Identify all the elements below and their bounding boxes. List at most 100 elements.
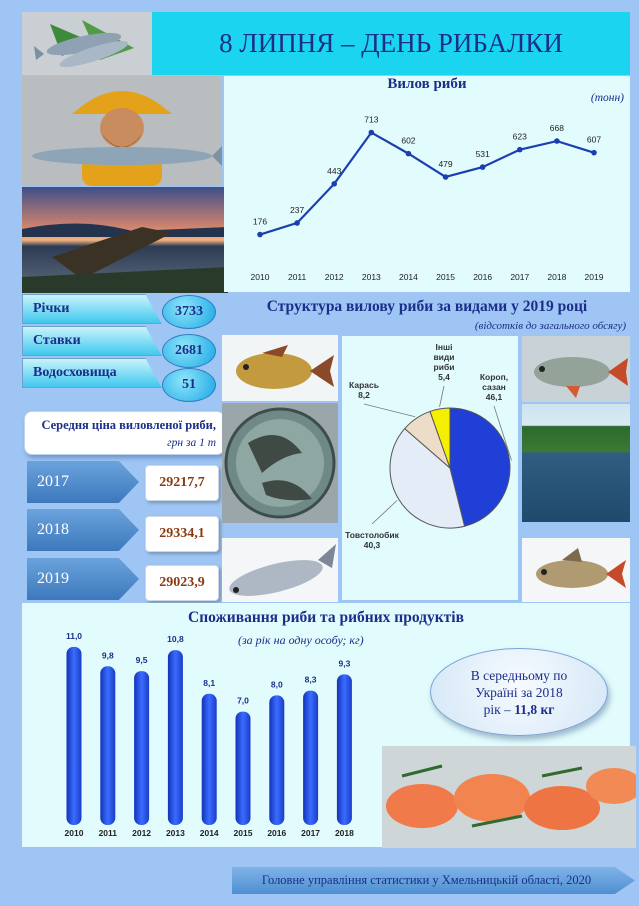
catch-x-tick-label: 2013: [362, 272, 381, 282]
catch-data-label: 602: [401, 136, 415, 146]
water-value-ponds: 2681: [162, 334, 216, 368]
catch-x-tick-label: 2014: [399, 272, 418, 282]
price-value-2017: 29217,7: [145, 465, 219, 501]
catch-data-label: 443: [327, 166, 341, 176]
catch-point: [257, 231, 263, 238]
consumption-data-label: 7,0: [237, 696, 249, 706]
average-price-box: Середня ціна виловленої риби, грн за 1 т: [24, 411, 225, 455]
catch-point: [331, 181, 338, 187]
consumption-bar: [303, 690, 319, 825]
carp-plate-icon: [224, 407, 336, 519]
ukraine-note-line1: В середньому по: [470, 667, 568, 683]
catch-x-tick-label: 2019: [585, 272, 604, 282]
lake-sunset-image: [22, 187, 228, 293]
catch-line-chart: 176 2010 237 2011 443 2012 713 2013 602 2014 479 20…: [251, 115, 604, 282]
catch-data-label: 668: [550, 123, 564, 133]
pie-slice-label: 40,3: [364, 540, 381, 550]
water-label-reservoirs: Водосховища: [33, 365, 117, 380]
catch-x-tick-label: 2016: [473, 272, 492, 282]
catch-point: [591, 149, 597, 156]
structure-chart-title: Структура вилову риби за видами у 2019 р…: [266, 298, 588, 315]
structure-header-panel: Структура вилову риби за видами у 2019 р…: [224, 293, 630, 335]
consumption-bar: [269, 695, 285, 825]
water-label-ponds: Ставки: [33, 333, 81, 348]
pie-slice-label: Карась: [349, 380, 379, 390]
catch-point: [479, 164, 486, 170]
catch-data-label: 623: [513, 132, 527, 142]
consumption-x-tick-label: 2018: [335, 828, 354, 838]
consumption-x-tick-label: 2010: [65, 828, 84, 838]
catch-chart-title: Вилов риби: [387, 76, 467, 92]
ukraine-note-value: 11,8 кг: [514, 701, 555, 717]
consumption-data-label: 9,5: [136, 655, 148, 665]
fisherman-image: [22, 76, 222, 186]
consumption-bar: [235, 711, 251, 825]
ukraine-note-line3-prefix: рік –: [483, 701, 515, 717]
catch-point: [442, 174, 449, 180]
price-year-2019: 2019: [27, 558, 139, 600]
consumption-data-label: 8,1: [203, 678, 215, 688]
consumption-data-label: 10,8: [167, 634, 184, 644]
price-value-2019: 29023,9: [145, 565, 219, 601]
pie-slice-label: риби: [434, 362, 455, 372]
carp-plate-image: [222, 403, 338, 523]
fish-image: [22, 12, 153, 75]
catch-data-label: 176: [253, 217, 267, 227]
structure-chart-subtitle: (відсотків до загального обсягу): [474, 320, 626, 332]
consumption-x-tick-label: 2011: [99, 828, 118, 838]
pie-slice-label: 46,1: [486, 392, 503, 402]
pie-slice-label: сазан: [482, 382, 506, 392]
ukraine-note-line3: рік – 11,8 кг: [431, 701, 607, 718]
consumption-bar-chart: 11,0 2010 9,8 2011 9,5 2012 10,8 2013 8,1 2014 7,0…: [65, 631, 355, 838]
consumption-x-tick-label: 2016: [267, 828, 286, 838]
crucian-fish-image: [222, 335, 338, 401]
pie-slice-label: Товстолобик: [345, 530, 400, 540]
pie-slice-label: 8,2: [358, 390, 370, 400]
footer-source: Головне управління статистики у Хмельниц…: [232, 867, 635, 894]
ukraine-average-note: В середньому по Україні за 2018 рік – 11…: [430, 648, 608, 736]
consumption-bar: [100, 666, 116, 825]
catch-data-label: 607: [587, 135, 601, 145]
average-price-label: Середня ціна виловленої риби,: [41, 418, 216, 432]
crucian-icon: [236, 345, 334, 389]
pie-slice-label: Інші: [436, 342, 453, 352]
catch-data-label: 531: [476, 149, 490, 159]
catch-chart-panel: Вилов риби (тонн) 176 2010 237 2011 443 2012 7…: [224, 76, 630, 292]
consumption-x-tick-label: 2014: [200, 828, 219, 838]
water-value-reservoirs: 51: [162, 368, 216, 402]
consumption-x-tick-label: 2017: [301, 828, 320, 838]
salmon-steaks-image: [382, 746, 636, 848]
consumption-chart-subtitle: (за рік на одну особу; кг): [238, 633, 364, 647]
pie-leader-line: [363, 403, 416, 418]
roach-icon: [536, 548, 626, 588]
average-price-unit: грн за 1 т: [167, 437, 216, 449]
pie-slice: [449, 407, 511, 527]
boat-icon: [22, 223, 228, 293]
consumption-bar: [336, 674, 352, 825]
consumption-data-label: 11,0: [66, 631, 82, 641]
water-row-ponds: Ставки: [22, 326, 162, 356]
pie-leader-line: [493, 405, 512, 461]
consumption-bar: [167, 650, 183, 825]
price-year-2018: 2018: [27, 509, 139, 551]
page-title: 8 ЛИПНЯ – ДЕНЬ РИБАЛКИ: [152, 12, 630, 75]
fish-icon: [34, 20, 134, 67]
salmon-icon: [382, 746, 636, 848]
ukraine-note-line2: Україні за 2018: [475, 684, 563, 700]
catch-chart-unit: (тонн): [590, 92, 624, 104]
water-label-rivers: Річки: [33, 301, 70, 316]
consumption-bar: [201, 693, 217, 825]
water-row-reservoirs: Водосховища: [22, 358, 162, 388]
pie-leader-line: [371, 500, 398, 525]
catch-point: [368, 129, 375, 136]
consumption-x-tick-label: 2012: [132, 828, 151, 838]
consumption-data-label: 8,0: [271, 679, 283, 689]
consumption-bar: [134, 671, 150, 825]
catch-point: [405, 150, 412, 157]
consumption-chart-title: Споживання риби та рибних продуктів: [188, 609, 464, 626]
lake-image: [522, 404, 630, 522]
consumption-x-tick-label: 2015: [234, 828, 253, 838]
price-year-2017: 2017: [27, 461, 139, 503]
catch-data-label: 479: [438, 159, 452, 169]
